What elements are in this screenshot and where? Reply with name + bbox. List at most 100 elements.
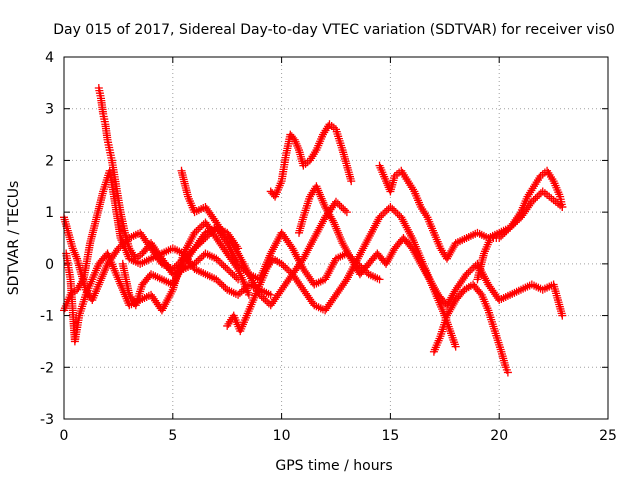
data-point-sample [391, 208, 400, 217]
data-point-sample [283, 265, 292, 274]
plot-frame [63, 56, 609, 420]
data-point-sample [261, 296, 270, 305]
y-tick-label: 1 [45, 205, 54, 221]
data-point-sample [287, 242, 296, 251]
data-point-sample [215, 278, 224, 287]
data-point-sample [210, 216, 219, 225]
data-point [558, 202, 567, 211]
data-point-sample [121, 237, 130, 246]
y-tick-label: 0 [45, 257, 54, 273]
data-point-sample [214, 277, 223, 286]
data-point-sample [298, 256, 306, 265]
data-point [375, 213, 384, 222]
data-point-sample [498, 230, 507, 239]
data-point [558, 311, 567, 320]
data-point [495, 234, 504, 242]
data-point-sample [382, 206, 391, 215]
data-point [266, 290, 275, 299]
data-point-sample [196, 223, 204, 232]
data-point-sample [333, 199, 342, 208]
y-tick-label: 4 [45, 50, 54, 66]
data-point-sample [192, 227, 201, 236]
y-axis-label: SDTVAR / TECUs [6, 181, 22, 296]
data-point [386, 202, 395, 211]
data-point-sample [466, 266, 475, 275]
data-point-sample [228, 270, 237, 279]
data-point-sample [235, 289, 244, 298]
data-point-sample [469, 263, 478, 272]
data-point-sample [339, 204, 348, 213]
data-point [244, 290, 253, 299]
data-point [212, 254, 221, 263]
data-point-sample [196, 254, 204, 263]
data-point [527, 197, 536, 206]
chart-title: Day 015 of 2017, Sidereal Day-to-day VTE… [53, 22, 615, 38]
data-point-sample [259, 294, 268, 303]
data-point-sample [217, 259, 226, 268]
data-point-sample [217, 280, 226, 289]
data-point-sample [237, 287, 246, 296]
x-axis-label: GPS time / hours [275, 458, 392, 474]
data-point-sample [221, 263, 230, 272]
data-point [342, 208, 351, 217]
data-point-sample [257, 292, 266, 301]
data-point-sample [341, 277, 350, 286]
data-point [234, 290, 243, 299]
data-point [212, 275, 221, 284]
x-tick-label: 25 [599, 428, 617, 444]
data-point-sample [390, 206, 399, 215]
y-tick-label: -1 [40, 309, 54, 325]
data-points [60, 84, 567, 377]
data-point [375, 275, 384, 284]
data-point-sample [215, 258, 224, 267]
x-tick-label: 20 [490, 428, 508, 444]
data-point-sample [464, 268, 473, 277]
data-point-sample [219, 261, 228, 270]
x-tick-label: 15 [381, 428, 399, 444]
data-point-sample [502, 227, 511, 236]
data-point-sample [279, 261, 288, 270]
data-point-sample [335, 201, 344, 210]
data-point-sample [226, 268, 235, 277]
data-point-sample [531, 194, 540, 203]
data-point-sample [192, 258, 201, 267]
data-point-sample [328, 216, 337, 225]
data-point-sample [225, 266, 234, 275]
y-tick-label: -3 [40, 412, 54, 428]
data-point-sample [214, 256, 223, 265]
data-point-sample [529, 196, 538, 205]
data-point-sample [393, 209, 402, 218]
data-point [190, 228, 199, 237]
data-point [332, 197, 340, 206]
data-point-sample [197, 252, 206, 261]
data-point-sample [468, 265, 476, 274]
data-point-sample [377, 211, 386, 220]
data-point [277, 259, 286, 268]
data-point-sample [118, 240, 127, 249]
axis-ticks: 0 5 10 15 20 25 -3 -2 -1 0 1 2 3 4 [40, 50, 617, 444]
y-tick-label: 2 [45, 153, 54, 169]
data-point-sample [379, 209, 388, 218]
data-point-sample [194, 256, 203, 265]
data-point [462, 270, 471, 279]
data-point-sample [380, 208, 389, 217]
data-point [347, 177, 356, 186]
data-point-sample [232, 247, 241, 256]
data-point-sample [337, 202, 346, 211]
data-point-sample [119, 239, 128, 248]
x-tick-label: 0 [60, 428, 69, 444]
data-point [503, 368, 512, 377]
y-tick-label: -2 [40, 360, 54, 376]
data-point-sample [535, 190, 544, 199]
data-point-sample [533, 192, 542, 201]
data-point-sample [219, 282, 228, 291]
data-point-sample [341, 206, 350, 215]
data-point-sample [515, 210, 524, 219]
data-point [114, 244, 123, 253]
data-point-sample [500, 228, 509, 237]
data-point [190, 259, 199, 268]
data-point [451, 342, 460, 351]
data-point-sample [497, 232, 506, 241]
x-tick-label: 10 [273, 428, 291, 444]
